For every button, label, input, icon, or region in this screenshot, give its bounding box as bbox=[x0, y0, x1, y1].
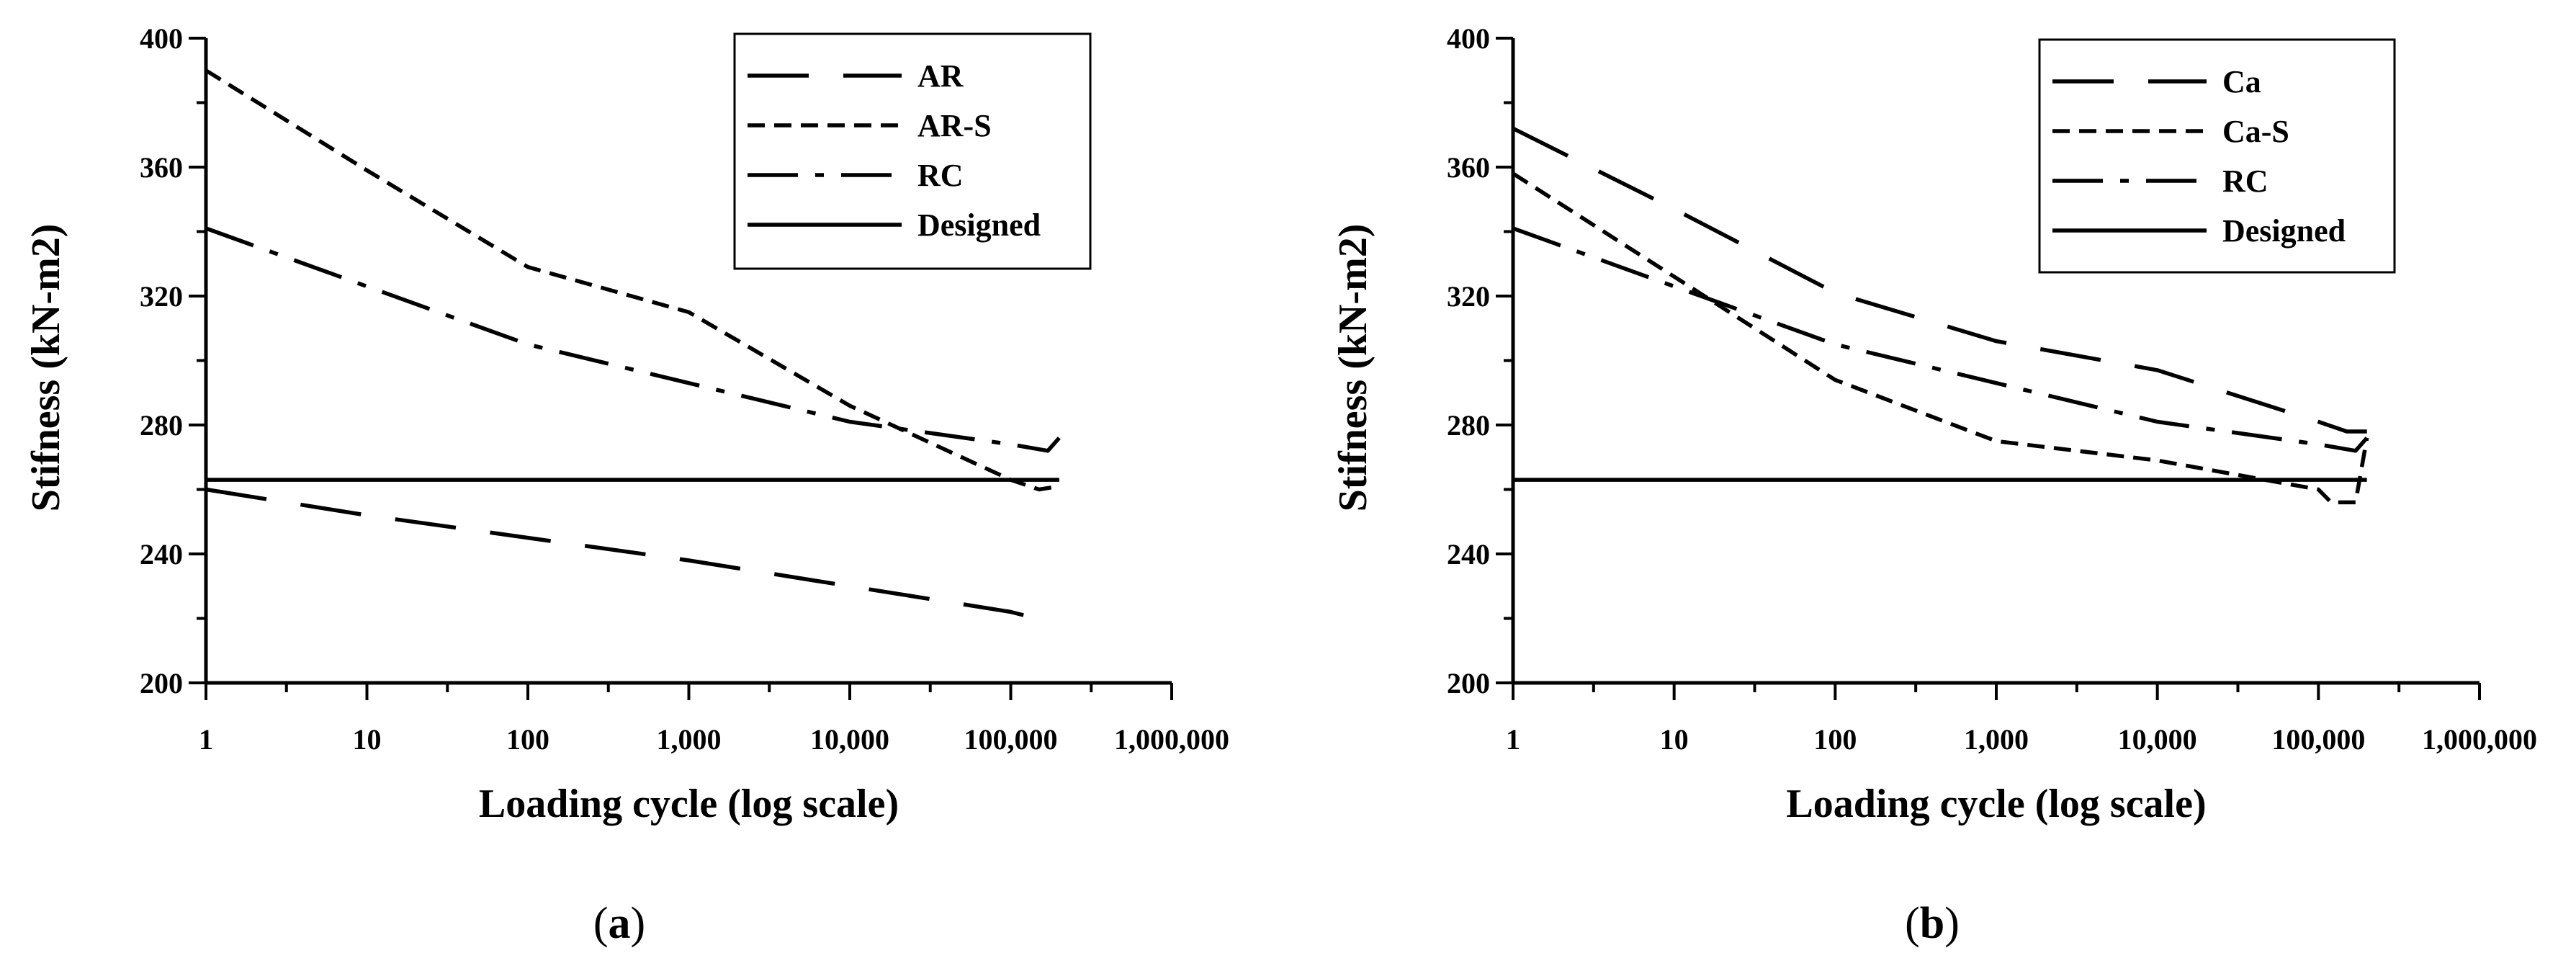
legend-label: Ca-S bbox=[2222, 114, 2289, 149]
legend: Ca Ca-S RC Designed bbox=[2038, 38, 2396, 274]
panel-label: (a) bbox=[593, 899, 645, 948]
legend-label: Designed bbox=[2222, 213, 2346, 249]
y-tick-label: 200 bbox=[140, 667, 183, 699]
chart-panel-a: 1 10 100 1,000 10,000 100,000 1,000,000 200 240 2… bbox=[24, 22, 1229, 948]
series-line-ar bbox=[205, 487, 1024, 617]
y-tick-label: 320 bbox=[1447, 280, 1490, 313]
y-tick-label: 400 bbox=[1447, 22, 1490, 55]
legend-label: Ca bbox=[2222, 64, 2261, 99]
y-axis-title: Stifness (kN-m2) bbox=[24, 224, 68, 512]
y-tick-label: 240 bbox=[140, 538, 183, 570]
x-tick-label: 1,000,000 bbox=[2422, 723, 2537, 756]
series-line-rc bbox=[205, 226, 1061, 453]
x-axis-title: Loading cycle (log scale) bbox=[1786, 782, 2206, 826]
panel-label: (b) bbox=[1905, 899, 1960, 948]
series-line-rc bbox=[1512, 226, 2369, 453]
panel-label-letter: b bbox=[1920, 899, 1944, 948]
x-tick-label: 100,000 bbox=[964, 723, 1058, 756]
chart-panel-b: 1 10 100 1,000 10,000 100,000 1,000,000 200 240 2… bbox=[1331, 22, 2537, 948]
y-tick-label: 400 bbox=[140, 22, 183, 55]
x-tick-label: 10,000 bbox=[810, 723, 889, 756]
series-line-ar-s bbox=[205, 68, 1060, 492]
x-tick-label: 1,000,000 bbox=[1114, 723, 1229, 756]
y-tick-label: 200 bbox=[1447, 667, 1490, 699]
series-line-ca bbox=[1512, 126, 2367, 434]
legend-box bbox=[733, 32, 1092, 270]
legend: AR AR-S RC Designed bbox=[733, 32, 1092, 270]
panel-label-letter: a bbox=[609, 899, 631, 948]
legend-box bbox=[2038, 38, 2396, 274]
x-tick-label: 1 bbox=[199, 723, 213, 756]
x-tick-label: 1,000 bbox=[1964, 723, 2029, 756]
x-tick-label: 10 bbox=[1660, 723, 1689, 756]
legend-label: RC bbox=[2222, 164, 2268, 199]
panel-label-open: ( bbox=[1905, 899, 1920, 948]
y-tick-label: 280 bbox=[1447, 409, 1490, 442]
y-axis-title: Stifness (kN-m2) bbox=[1331, 224, 1375, 512]
x-tick-label: 10 bbox=[353, 723, 382, 756]
x-tick-label: 100,000 bbox=[2271, 723, 2365, 756]
y-tick-label: 280 bbox=[140, 409, 183, 442]
y-tick-label: 240 bbox=[1447, 538, 1490, 570]
x-tick-label: 1 bbox=[1506, 723, 1520, 756]
x-tick-label: 100 bbox=[506, 723, 549, 756]
y-tick-label: 360 bbox=[1447, 151, 1490, 184]
y-tick-label: 360 bbox=[140, 151, 183, 184]
panel-label-open: ( bbox=[593, 899, 609, 948]
legend-label: Designed bbox=[917, 207, 1041, 243]
x-axis-title: Loading cycle (log scale) bbox=[479, 782, 899, 826]
panel-label-close: ) bbox=[1944, 899, 1960, 948]
x-tick-label: 100 bbox=[1813, 723, 1857, 756]
y-tick-label: 320 bbox=[140, 280, 183, 313]
x-tick-label: 10,000 bbox=[2118, 723, 2197, 756]
legend-label: RC bbox=[917, 158, 964, 193]
panel-label-close: ) bbox=[631, 899, 646, 948]
x-tick-label: 1,000 bbox=[657, 723, 722, 756]
series-line-ca-s bbox=[1512, 171, 2369, 505]
legend-label: AR bbox=[917, 58, 964, 94]
legend-label: AR-S bbox=[917, 108, 992, 143]
